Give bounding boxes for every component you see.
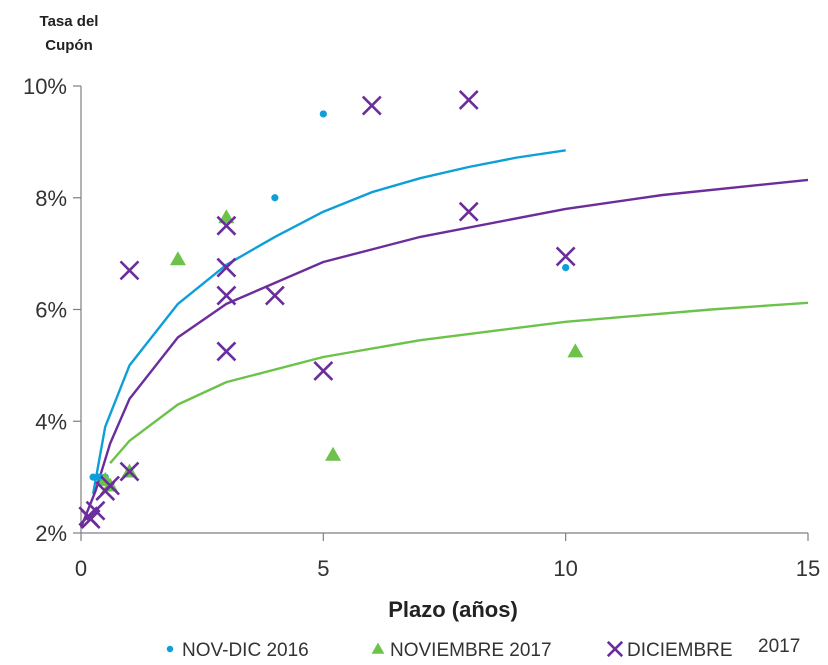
data-point-x bbox=[216, 285, 237, 306]
trend-lines bbox=[79, 149, 809, 528]
trend-line bbox=[79, 178, 809, 528]
y-tick-label: 8% bbox=[35, 186, 67, 211]
y-axis-title-line2: Cupón bbox=[45, 37, 93, 54]
legend-label: NOVIEMBRE 2017 bbox=[390, 640, 552, 661]
data-point-x bbox=[216, 341, 237, 362]
axes: 2% 4% 6% 8% 10% 0 5 10 15 bbox=[23, 74, 820, 581]
x-tick-label: 0 bbox=[75, 556, 87, 581]
data-point-x bbox=[458, 90, 479, 110]
data-point-x bbox=[216, 257, 237, 278]
x-tick-label: 10 bbox=[553, 556, 577, 581]
x-tick-label: 15 bbox=[796, 556, 820, 581]
data-point-x bbox=[264, 285, 285, 306]
data-point-triangle bbox=[218, 209, 235, 224]
data-point-dot bbox=[271, 194, 279, 202]
data-point-x bbox=[216, 215, 237, 236]
trend-line bbox=[109, 301, 809, 464]
data-point-dot bbox=[166, 645, 174, 653]
legend: NOV-DIC 2016 NOVIEMBRE 2017 DICIEMBRE 2017 bbox=[166, 636, 800, 661]
data-points bbox=[78, 90, 584, 529]
x-tick-label: 5 bbox=[317, 556, 329, 581]
y-axis-title-line1: Tasa del bbox=[39, 13, 99, 30]
y-tick-label: 6% bbox=[35, 298, 67, 323]
legend-label: NOV-DIC 2016 bbox=[182, 640, 309, 661]
y-tick-label: 10% bbox=[23, 74, 67, 99]
x-axis-title: Plazo (años) bbox=[388, 597, 518, 622]
legend-label-suffix: 2017 bbox=[758, 636, 800, 657]
data-point-x bbox=[85, 500, 106, 521]
data-point-x bbox=[458, 201, 479, 222]
data-point-dot bbox=[319, 110, 327, 118]
data-point-x bbox=[361, 95, 382, 116]
legend-label: DICIEMBRE bbox=[627, 640, 733, 661]
data-point-triangle bbox=[325, 446, 342, 461]
trend-line bbox=[91, 149, 566, 495]
data-point-triangle bbox=[371, 642, 385, 654]
data-point-x bbox=[606, 640, 624, 658]
y-tick-label: 4% bbox=[35, 409, 67, 434]
y-tick-label: 2% bbox=[35, 521, 67, 546]
y-axis-title: Tasa del Cupón bbox=[14, 10, 124, 58]
data-point-x bbox=[119, 260, 140, 281]
data-point-x bbox=[119, 461, 140, 482]
data-point-x bbox=[555, 246, 576, 267]
data-point-triangle bbox=[169, 251, 186, 266]
data-point-x bbox=[100, 475, 120, 496]
data-point-x bbox=[313, 361, 334, 381]
data-point-triangle bbox=[567, 343, 584, 358]
data-point-dot bbox=[562, 263, 570, 272]
